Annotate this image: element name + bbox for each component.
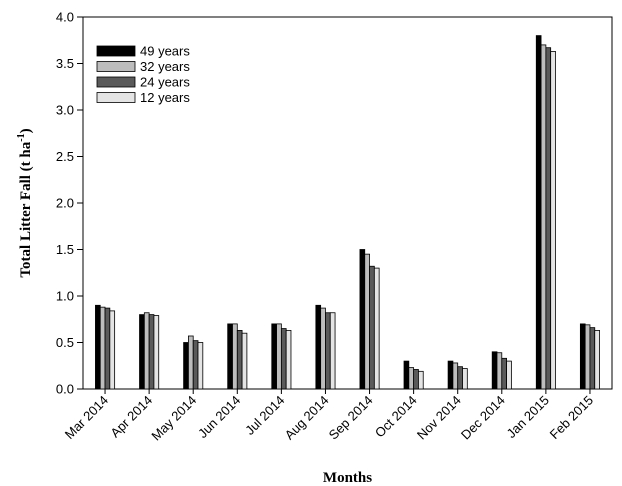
- x-tick-label: Nov 2014: [414, 393, 464, 443]
- y-axis-title: Total Litter Fall (t ha-1): [16, 128, 34, 277]
- bar: [579, 323, 586, 390]
- bar: [496, 352, 503, 390]
- x-tick-label: May 2014: [148, 393, 199, 444]
- x-tick-label: Feb 2015: [547, 393, 596, 442]
- y-axis: 0.0 0.5 1.0 1.5 2.0 2.5 3.0 3.5 4.0: [56, 10, 83, 397]
- bar: [315, 304, 322, 390]
- x-tick-label: Jul 2014: [242, 393, 287, 438]
- y-axis-title-main: Total Litter Fall (t ha: [18, 141, 34, 277]
- y-tick-label: 1.5: [56, 242, 74, 257]
- bar: [285, 330, 292, 390]
- bar: [95, 304, 101, 390]
- bar: [236, 330, 243, 390]
- y-tick-label: 1.0: [56, 289, 74, 304]
- bar: [227, 323, 233, 390]
- bar: [413, 369, 419, 390]
- legend-label: 49 years: [140, 44, 190, 59]
- bar: [188, 335, 194, 390]
- bar: [594, 330, 600, 390]
- x-axis-title: Months: [323, 470, 372, 486]
- legend-swatch: [96, 45, 136, 57]
- x-tick-label: Sep 2014: [326, 393, 376, 443]
- bar: [462, 368, 468, 390]
- bar: [183, 342, 189, 390]
- bar: [369, 265, 375, 390]
- y-tick-label: 2.0: [56, 196, 74, 211]
- bar: [447, 360, 454, 390]
- bar: [589, 327, 596, 390]
- bar: [373, 267, 380, 390]
- bar: [506, 360, 512, 390]
- bar: [280, 328, 287, 390]
- y-axis-title-superscript: -1: [16, 133, 27, 141]
- bar: [139, 314, 145, 390]
- bar: [320, 307, 326, 390]
- bar: [545, 47, 552, 390]
- bar: [153, 315, 160, 390]
- x-tick-label: Dec 2014: [458, 393, 508, 443]
- bar: [232, 323, 238, 390]
- bar: [408, 367, 415, 390]
- bar: [271, 323, 277, 390]
- bar: [540, 44, 547, 390]
- legend-label: 12 years: [140, 90, 190, 105]
- bar: [197, 342, 204, 390]
- y-axis-title-close: ): [18, 128, 34, 133]
- bar: [418, 370, 424, 390]
- bar: [109, 310, 116, 390]
- bar: [584, 324, 591, 390]
- y-tick-label: 0.0: [56, 382, 74, 397]
- x-tick-label: Jun 2014: [195, 393, 243, 441]
- legend-label: 24 years: [140, 75, 190, 90]
- y-tick-label: 4.0: [56, 10, 74, 25]
- bar: [104, 307, 111, 390]
- bar: [276, 323, 282, 390]
- bar: [403, 360, 410, 390]
- bar: [148, 314, 155, 390]
- bar: [535, 35, 542, 390]
- bar: [329, 312, 336, 390]
- legend-swatch: [96, 61, 136, 72]
- x-tick-label: Jan 2015: [504, 393, 552, 441]
- y-tick-label: 3.0: [56, 103, 74, 118]
- bar: [452, 362, 459, 390]
- bar: [325, 312, 331, 390]
- x-tick-label: Aug 2014: [282, 393, 332, 443]
- bars: [95, 35, 600, 390]
- bar: [364, 253, 370, 390]
- bar: [550, 51, 556, 390]
- bar: [241, 332, 248, 390]
- bar: [99, 306, 106, 390]
- x-tick-label: Mar 2014: [62, 393, 111, 442]
- x-tick-label: Oct 2014: [372, 393, 420, 441]
- bar: [457, 366, 463, 390]
- bar: [192, 340, 199, 390]
- bar: [491, 351, 498, 390]
- y-tick-label: 0.5: [56, 335, 74, 350]
- legend-label: 32 years: [140, 59, 190, 74]
- bar: [143, 312, 150, 390]
- legend-swatch: [96, 76, 136, 88]
- legend-swatch: [96, 92, 136, 103]
- y-tick-label: 2.5: [56, 149, 74, 164]
- y-tick-label: 3.5: [56, 56, 74, 71]
- bar: [359, 249, 366, 390]
- bar: [501, 357, 507, 390]
